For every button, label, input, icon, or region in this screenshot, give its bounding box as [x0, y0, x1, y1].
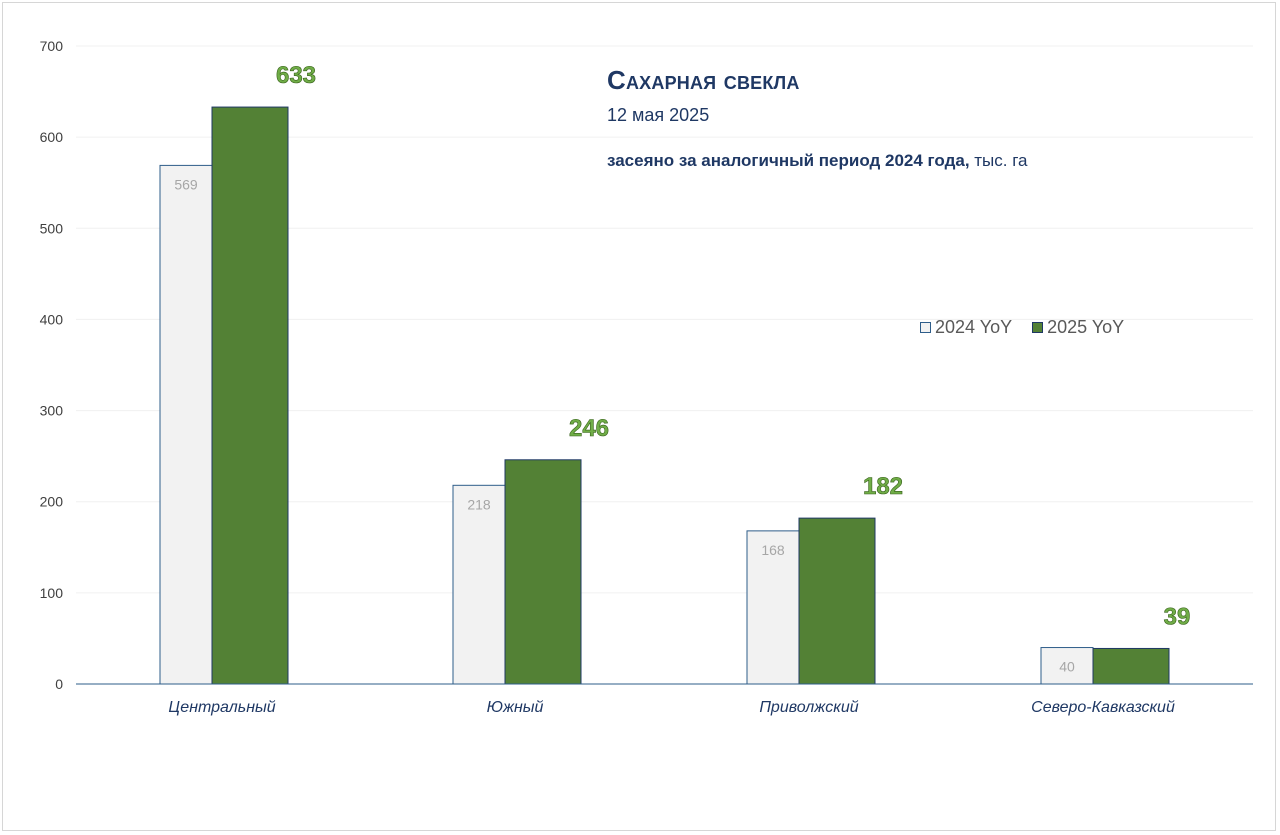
legend-swatch-2024 — [920, 322, 931, 333]
subtitle-unit: тыс. га — [969, 151, 1028, 170]
data-label-2025: 39 — [1164, 603, 1191, 630]
legend-item-2024: 2024 YoY — [920, 317, 1012, 338]
subtitle-bold: засеяно за аналогичный период 2024 года, — [607, 151, 970, 170]
y-tick-label: 700 — [40, 38, 64, 54]
y-tick-label: 200 — [40, 494, 64, 510]
category-label: Центральный — [168, 699, 275, 716]
data-label-2025: 182 — [863, 473, 903, 500]
legend-item-2025: 2025 YoY — [1032, 317, 1124, 338]
y-tick-label: 0 — [55, 676, 63, 692]
bar-2024 — [452, 484, 506, 685]
category-label: Северо-Кавказский — [1031, 699, 1175, 716]
bar-2024 — [1040, 647, 1094, 685]
y-tick-label: 600 — [40, 129, 64, 145]
chart-title: Сахарная свекла — [607, 65, 800, 95]
category-labels: Центральный Южный Приволжский Северо-Кавказ… — [168, 699, 1175, 716]
data-label-2025: 633 — [276, 62, 316, 89]
legend-label-2025: 2025 YoY — [1047, 317, 1125, 337]
data-label-2025: 246 — [569, 415, 609, 442]
data-label-2024: 569 — [174, 176, 198, 192]
chart-date: 12 мая 2025 — [607, 105, 710, 125]
bar-2025 — [211, 106, 289, 685]
data-label-2024: 218 — [467, 496, 491, 512]
y-tick-label: 100 — [40, 585, 64, 601]
data-label-2024: 168 — [761, 542, 785, 558]
data-label-2024: 40 — [1059, 659, 1075, 675]
category-label: Приволжский — [759, 699, 858, 716]
y-axis-ticks: 0 100 200 300 400 500 600 700 — [40, 38, 64, 692]
legend-swatch-2025 — [1032, 322, 1044, 333]
legend: 2024 YoY 2025 YoY — [920, 317, 1136, 338]
legend-label-2024: 2024 YoY — [935, 317, 1013, 337]
y-tick-label: 500 — [40, 220, 64, 236]
bar-2025 — [1092, 647, 1170, 685]
bars — [159, 106, 1170, 685]
bar-chart: 0 100 200 300 400 500 600 700 569 633 218 246 168 18… — [40, 38, 1253, 716]
bar-2024 — [159, 164, 213, 685]
category-label: Южный — [487, 699, 544, 716]
y-tick-label: 300 — [40, 403, 64, 419]
y-tick-label: 400 — [40, 311, 64, 327]
bar-2025 — [504, 459, 582, 685]
data-labels: 569 633 218 246 168 182 40 39 — [174, 62, 1191, 675]
bar-2025 — [798, 517, 876, 685]
chart-subtitle: засеяно за аналогичный период 2024 года,… — [607, 151, 1028, 171]
